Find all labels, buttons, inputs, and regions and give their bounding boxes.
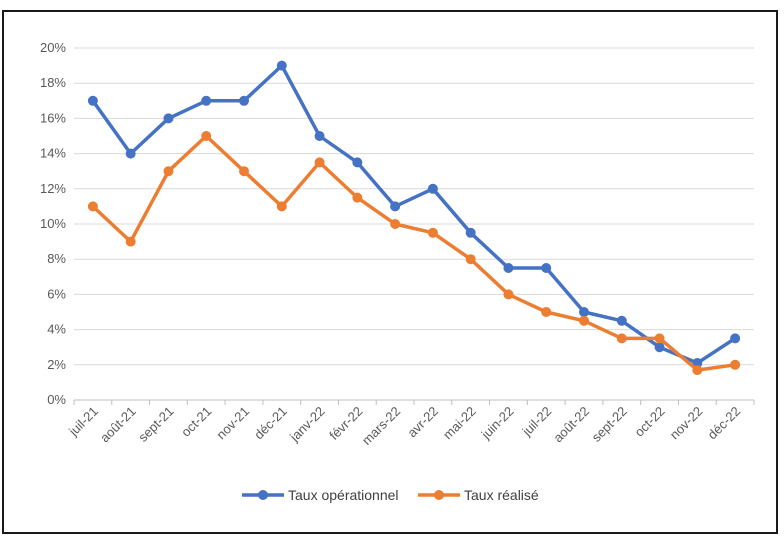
chart-frame: 0% 2% 4% 6% 8% 10% 12% 14% 16% 18% 20% juil-21 août… xyxy=(2,10,778,534)
data-point xyxy=(427,227,438,238)
data-point xyxy=(616,333,627,344)
data-point xyxy=(201,95,212,106)
data-point xyxy=(352,192,363,203)
series-line xyxy=(91,134,736,372)
x-tick-label: juil-21 xyxy=(65,404,101,440)
x-tick-label: avr-22 xyxy=(404,404,441,441)
data-point xyxy=(503,263,514,273)
data-point xyxy=(465,227,476,238)
data-point xyxy=(163,113,174,124)
x-tick-label: déc-22 xyxy=(705,404,744,443)
x-tick-label: oct-21 xyxy=(178,404,214,440)
data-point xyxy=(427,183,438,194)
data-point xyxy=(730,359,741,370)
data-point xyxy=(465,254,476,265)
data-point xyxy=(654,333,665,344)
x-tick-label: mai-22 xyxy=(440,404,479,443)
y-tick-label: 8% xyxy=(47,251,66,266)
legend-label: Taux opérationnel xyxy=(288,487,399,503)
data-point xyxy=(314,157,325,168)
x-tick-label: nov-21 xyxy=(213,404,252,443)
x-tick-label: juil-22 xyxy=(519,404,555,440)
x-tick-label: août-22 xyxy=(550,404,592,446)
data-point xyxy=(616,315,627,326)
y-tick-label: 0% xyxy=(47,392,66,407)
data-point xyxy=(239,95,249,106)
series-group xyxy=(87,60,741,376)
data-point xyxy=(125,236,136,247)
y-tick-label: 12% xyxy=(40,181,66,196)
data-point xyxy=(87,95,98,106)
y-tick-label: 2% xyxy=(47,357,66,372)
legend-marker xyxy=(258,490,268,500)
series-taux-operationnel xyxy=(87,60,741,369)
x-tick-label: mars-22 xyxy=(359,404,403,448)
data-point xyxy=(579,315,589,326)
data-point xyxy=(276,201,287,212)
y-tick-label: 4% xyxy=(47,322,66,337)
data-point xyxy=(314,131,325,141)
y-tick-label: 14% xyxy=(40,146,66,161)
y-tick-label: 6% xyxy=(47,286,66,301)
data-point xyxy=(390,201,401,212)
data-point xyxy=(503,289,514,300)
series-taux-realise xyxy=(87,131,741,376)
x-tick-label: nov-22 xyxy=(667,404,706,443)
gridlines xyxy=(74,47,754,401)
data-point xyxy=(163,166,174,177)
series-line xyxy=(91,63,737,365)
data-point xyxy=(654,342,665,353)
x-tick-label: janv-22 xyxy=(286,404,327,445)
x-tick-label: oct-22 xyxy=(632,404,668,440)
y-tick-label: 20% xyxy=(40,40,66,55)
data-point xyxy=(239,166,249,177)
x-tick-label: août-21 xyxy=(97,404,139,446)
x-tick-label: déc-21 xyxy=(251,404,290,443)
y-tick-label: 18% xyxy=(40,75,66,90)
legend: Taux opérationnel Taux réalisé xyxy=(242,487,539,503)
legend-label: Taux réalisé xyxy=(464,487,539,503)
data-point xyxy=(692,358,703,369)
x-tick-label: sept-21 xyxy=(135,404,176,445)
data-point xyxy=(125,148,136,159)
data-point xyxy=(276,60,287,71)
data-point xyxy=(352,157,363,168)
y-axis: 0% 2% 4% 6% 8% 10% 12% 14% 16% 18% 20% xyxy=(40,40,66,407)
x-tick-label: sept-22 xyxy=(589,404,630,445)
data-point xyxy=(201,131,212,141)
data-point xyxy=(692,365,703,376)
data-point xyxy=(87,201,98,212)
y-tick-label: 16% xyxy=(40,110,66,125)
data-point xyxy=(730,333,741,344)
y-tick-label: 10% xyxy=(40,216,66,231)
data-point xyxy=(579,307,589,317)
x-tick-label: juin-22 xyxy=(478,404,517,443)
data-point xyxy=(541,263,552,273)
line-chart: 0%2%4%6%8%10%12%14%16%18%20% juil-21août… xyxy=(40,40,755,503)
data-point xyxy=(390,219,401,229)
data-point xyxy=(541,307,552,317)
legend-marker xyxy=(434,490,444,500)
